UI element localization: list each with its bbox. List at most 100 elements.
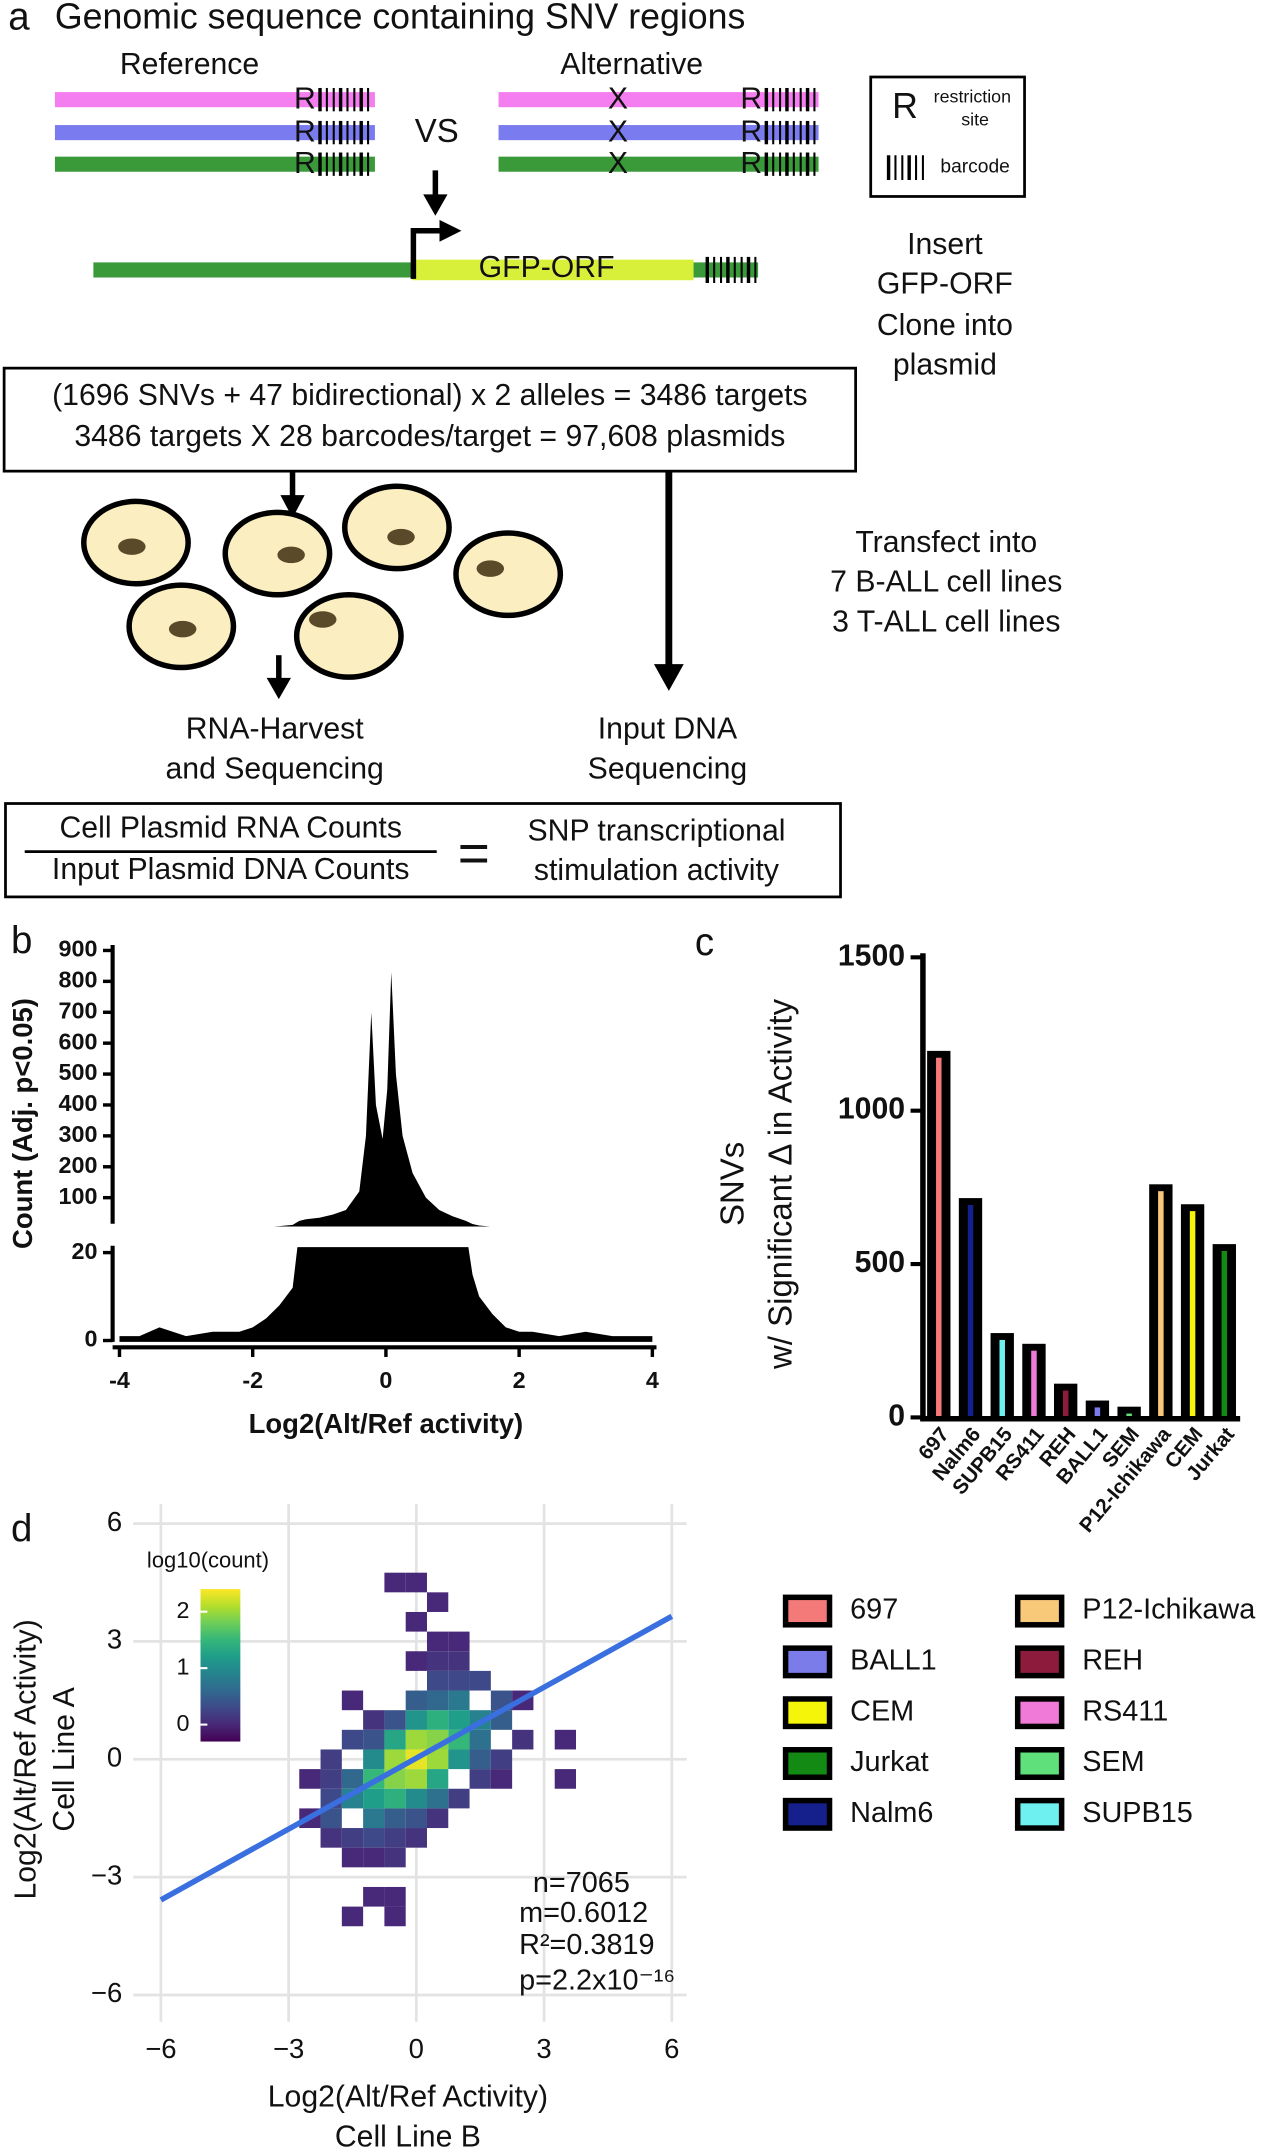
transfect-text: Transfect into <box>855 526 1037 559</box>
annotation: p=2.2x10⁻¹⁶ <box>519 1965 675 1997</box>
legend-swatch <box>782 1797 833 1831</box>
y-tick-label: 400 <box>59 1090 98 1116</box>
insert-step: plasmid <box>893 349 997 382</box>
legend-label: 697 <box>850 1594 898 1626</box>
annotation: R²=0.3819 <box>519 1929 654 1961</box>
x-axis-title: Log2(Alt/Ref activity) <box>249 1408 524 1439</box>
x-tick-label: 4 <box>646 1367 659 1393</box>
bin-cell <box>384 1572 406 1593</box>
bin-cell <box>426 1592 449 1612</box>
y-tick-label: 800 <box>59 967 98 993</box>
bin-cell <box>448 1690 470 1711</box>
formula-result: stimulation activity <box>534 854 780 887</box>
bar-inner <box>1031 1350 1037 1418</box>
bin-cell <box>426 1631 449 1652</box>
x-tick-label: -4 <box>109 1367 130 1393</box>
bin-cell <box>554 1769 576 1789</box>
transfect-text: 3 T-ALL cell lines <box>832 606 1060 639</box>
y-tick-label: 0 <box>85 1326 98 1352</box>
restriction-marker: R <box>740 115 762 148</box>
bin-cell <box>448 1631 470 1652</box>
rna-step: RNA-Harvest <box>186 713 364 746</box>
bin-cell <box>320 1808 342 1829</box>
bin-cell <box>426 1690 449 1711</box>
bin-cell <box>448 1749 470 1770</box>
bin-cell <box>426 1808 449 1829</box>
restriction-marker: R <box>294 115 316 148</box>
bin-cell <box>384 1729 406 1750</box>
y-tick-label: 20 <box>72 1238 98 1264</box>
legend-swatch <box>1014 1797 1065 1831</box>
bin-cell <box>341 1828 364 1848</box>
bin-cell <box>512 1729 534 1750</box>
bar-inner <box>967 1204 974 1418</box>
bin-cell <box>405 1710 427 1730</box>
legend-label: SUPB15 <box>1082 1797 1193 1829</box>
bin-cell <box>405 1690 427 1711</box>
panel-title: Genomic sequence containing SNV regions <box>55 0 745 37</box>
bin-cell <box>363 1847 385 1868</box>
y-tick-label: 1500 <box>838 939 905 972</box>
bin-cell <box>384 1906 406 1927</box>
y-tick-label: 0 <box>107 1742 122 1773</box>
transfect-text: 7 B-ALL cell lines <box>830 566 1062 599</box>
bin-cell <box>363 1710 385 1730</box>
panel-label: a <box>8 0 30 38</box>
bar-inner <box>1221 1250 1228 1418</box>
bin-cell <box>320 1828 342 1848</box>
bin-cell <box>405 1788 427 1809</box>
bin-cell <box>363 1749 385 1770</box>
vs-label: VS <box>415 112 459 149</box>
bin-cell <box>341 1729 364 1750</box>
y-axis-title: Cell Line A <box>48 1686 81 1831</box>
x-tick-label: 6 <box>664 2033 679 2064</box>
bin-cell <box>363 1828 385 1848</box>
annotation: m=0.6012 <box>519 1897 648 1929</box>
dna-step: Sequencing <box>588 753 748 786</box>
y-axis-title: Count (Adj. p<0.05) <box>7 998 38 1249</box>
bin-cell <box>384 1710 406 1730</box>
legend-label: SEM <box>1082 1746 1144 1778</box>
colorbar-tick-label: 1 <box>177 1653 190 1679</box>
variant-marker: X <box>608 82 628 115</box>
y-tick-label: 1000 <box>838 1093 905 1126</box>
y-tick-label: 200 <box>59 1152 98 1178</box>
y-axis-title: SNVs <box>713 1142 750 1226</box>
bin-cell <box>426 1651 449 1671</box>
formula-numerator: Cell Plasmid RNA Counts <box>60 812 402 845</box>
y-axis-title: w/ Significant Δ in Activity <box>762 998 799 1370</box>
legend-label: Nalm6 <box>850 1797 933 1829</box>
formula-equals: = <box>458 822 490 884</box>
restriction-marker: R <box>740 147 762 180</box>
y-tick-label: 6 <box>107 1506 122 1537</box>
bin-cell <box>426 1670 449 1691</box>
library-box <box>2 366 857 473</box>
bin-cell <box>320 1769 342 1789</box>
legend-swatch <box>782 1645 833 1679</box>
legend-swatch <box>1014 1645 1065 1679</box>
bin-cell <box>448 1651 470 1671</box>
bin-cell <box>469 1769 491 1789</box>
legend-label: REH <box>1082 1645 1143 1677</box>
gene-construct <box>93 219 759 281</box>
nuclei <box>118 528 505 638</box>
bar-inner <box>1094 1407 1101 1418</box>
library-line: (1696 SNVs + 47 bidirectional) x 2 allel… <box>52 379 808 412</box>
key-restriction-label: site <box>961 110 989 130</box>
colorbar-title: log10(count) <box>147 1547 269 1572</box>
restriction-marker: R <box>740 82 762 115</box>
heatmap <box>299 1572 576 1927</box>
y-tick-label: −6 <box>91 1977 122 2008</box>
bin-cell <box>384 1886 406 1907</box>
panel-label: d <box>11 1508 32 1551</box>
insert-step: Insert <box>907 228 983 261</box>
colorbar <box>200 1589 241 1742</box>
insert-step: Clone into <box>877 309 1013 342</box>
bin-cell <box>384 1788 406 1809</box>
bin-cell <box>490 1769 513 1789</box>
colorbar-tick-label: 0 <box>177 1710 190 1736</box>
y-axis-title: Log2(Alt/Ref Activity) <box>9 1619 42 1899</box>
formula-box <box>4 802 842 899</box>
bin-cell <box>363 1729 385 1750</box>
